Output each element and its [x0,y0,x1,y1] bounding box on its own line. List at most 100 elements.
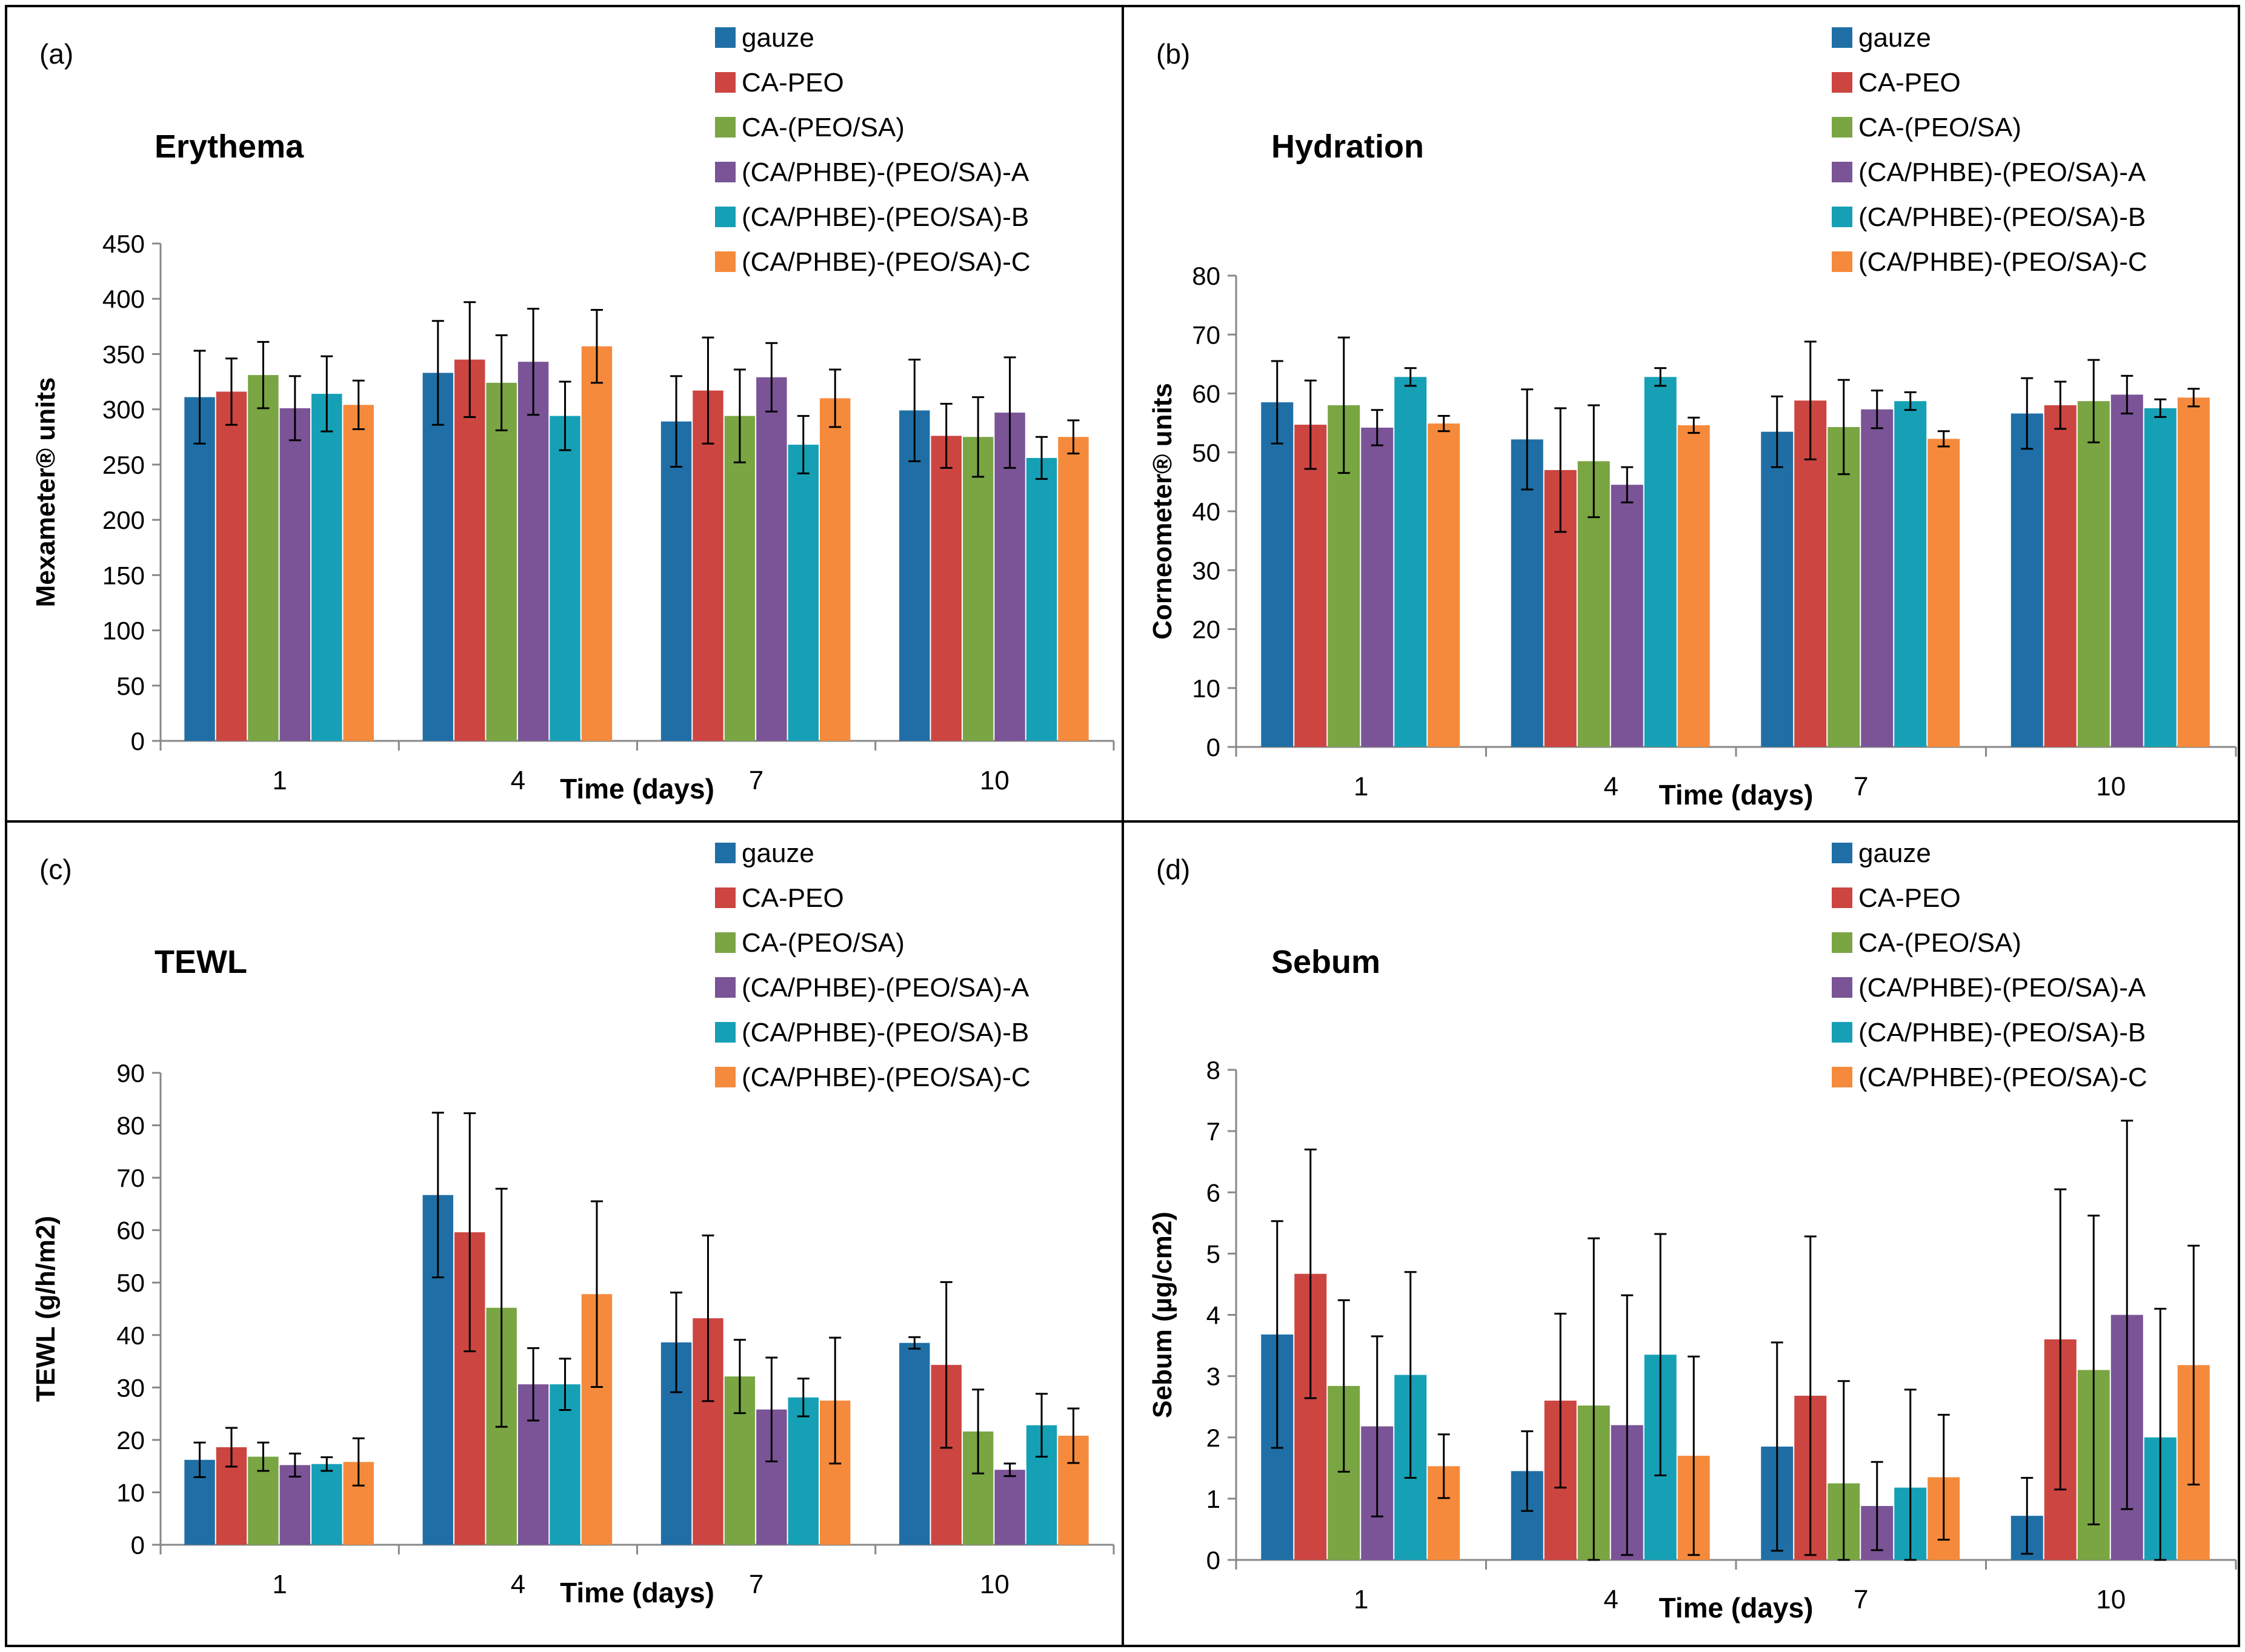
bar-ca-peo-7 [693,390,723,741]
bar-ca-phbe-peo-sa-c-1 [343,405,374,741]
y-tick-label: 10 [1192,674,1220,703]
bar-ca-phbe-peo-sa-b-4 [1644,377,1677,747]
panel-label: (b) [1156,38,1190,70]
legend-swatch-ca-peo-sa [1832,932,1852,953]
legend-swatch-ca-peo-sa [715,932,736,953]
bar-ca-phbe-peo-sa-c-10 [2177,397,2210,747]
legend-label-ca-phbe-peo-sa-c: (CA/PHBE)-(PEO/SA)-C [1858,247,2147,277]
legend-label-ca-phbe-peo-sa-c: (CA/PHBE)-(PEO/SA)-C [742,1063,1031,1092]
legend-swatch-ca-phbe-peo-sa-b [715,207,736,227]
bar-ca-peo-10 [931,436,962,741]
bar-ca-phbe-peo-sa-a-7 [1861,409,1894,747]
x-axis-title: Time (days) [560,773,714,804]
y-tick-label: 0 [131,727,145,755]
bar-gauze-7 [660,421,692,741]
legend-label-ca-phbe-peo-sa-b: (CA/PHBE)-(PEO/SA)-B [1858,202,2146,232]
legend-swatch-ca-phbe-peo-sa-b [715,1022,736,1043]
bar-ca-peo-10 [2044,405,2077,747]
chart-title: Hydration [1271,128,1424,165]
y-tick-label: 20 [116,1426,145,1455]
chart-title: Erythema [155,128,304,165]
bar-ca-phbe-peo-sa-c-7 [1927,439,1960,747]
y-tick-label: 80 [1192,262,1220,290]
y-tick-label: 30 [1192,556,1220,585]
bar-ca-phbe-peo-sa-a-10 [2110,394,2143,747]
y-tick-label: 50 [1192,439,1220,467]
x-axis-title: Time (days) [1659,1592,1814,1624]
x-axis-title: Time (days) [1659,779,1814,811]
legend-label-ca-phbe-peo-sa-b: (CA/PHBE)-(PEO/SA)-B [1858,1018,2146,1047]
legend-label-gauze: gauze [742,838,814,868]
legend-swatch-ca-phbe-peo-sa-b [1832,1022,1852,1043]
legend-swatch-ca-phbe-peo-sa-c [1832,1067,1852,1087]
y-tick-label: 60 [1192,380,1220,408]
bar-ca-phbe-peo-sa-b-4 [550,1384,580,1545]
x-tick-label: 7 [1854,772,1868,801]
bar-ca-phbe-peo-sa-b-10 [1026,457,1057,741]
y-tick-label: 8 [1206,1056,1220,1084]
x-tick-label: 1 [272,1570,287,1599]
bar-gauze-4 [422,373,454,741]
bar-ca-peo-4 [454,359,485,741]
y-tick-label: 70 [116,1164,145,1192]
bar-gauze-10 [2011,413,2043,747]
y-tick-label: 90 [116,1059,145,1087]
legend-label-ca-peo-sa: CA-(PEO/SA) [742,928,905,958]
chart-panel-tewl: (c) TEWL 0 10 20 30 40 50 60 70 80 90 TEWL (g/h/m2) 1… [5,820,1124,1647]
bar-gauze-10 [899,1342,930,1545]
bar-ca-peo-sa-4 [486,382,517,741]
bar-ca-phbe-peo-sa-a-7 [756,377,787,741]
y-tick-label: 5 [1206,1239,1220,1268]
legend-label-ca-phbe-peo-sa-c: (CA/PHBE)-(PEO/SA)-C [1858,1063,2147,1092]
bar-ca-peo-sa-7 [1828,426,1860,747]
x-tick-label: 1 [272,766,287,795]
y-axis-title: Mexameter® units [31,377,61,608]
legend-label-ca-peo: CA-PEO [742,68,844,98]
y-tick-label: 450 [102,230,145,258]
chart-panel-erythema: (a) Erythema 0 50 100 150 200 250 300 350 400 450 Me… [5,5,1124,823]
bar-ca-phbe-peo-sa-c-4 [1677,425,1710,747]
x-tick-label: 1 [1354,772,1368,801]
legend-label-ca-phbe-peo-sa-c: (CA/PHBE)-(PEO/SA)-C [742,247,1031,277]
y-tick-label: 0 [1206,1546,1220,1574]
legend-label-gauze: gauze [1858,838,1931,868]
chart-panel-hydration: (b) Hydration 0 10 20 30 40 50 60 70 80 Corneometer… [1122,5,2240,823]
legend-swatch-gauze [1832,27,1852,48]
bar-ca-phbe-peo-sa-b-7 [1894,401,1927,747]
y-tick-label: 6 [1206,1178,1220,1207]
bar-ca-peo-1 [216,391,247,741]
bar-gauze-4 [1511,439,1543,747]
bar-gauze-1 [184,397,215,741]
y-tick-label: 200 [102,506,145,534]
x-axis-title: Time (days) [560,1577,714,1608]
y-tick-label: 60 [116,1216,145,1245]
y-tick-label: 300 [102,396,145,424]
panel-label: (d) [1156,854,1190,885]
bar-ca-phbe-peo-sa-c-7 [819,398,851,741]
legend-label-ca-phbe-peo-sa-a: (CA/PHBE)-(PEO/SA)-A [1858,158,2146,187]
y-tick-label: 40 [116,1321,145,1350]
panel-label: (a) [39,38,73,70]
x-tick-label: 10 [2096,772,2126,801]
legend-label-gauze: gauze [1858,23,1931,53]
x-tick-label: 10 [980,1570,1009,1599]
y-tick-label: 0 [1206,733,1220,761]
legend-swatch-ca-peo-sa [715,117,736,138]
y-tick-label: 7 [1206,1117,1220,1146]
x-tick-label: 1 [1354,1585,1368,1614]
y-tick-label: 0 [131,1531,145,1559]
bar-ca-phbe-peo-sa-a-1 [279,1465,311,1545]
y-tick-label: 50 [116,1269,145,1297]
x-tick-label: 4 [1604,772,1618,801]
bar-ca-phbe-peo-sa-c-10 [1058,437,1089,741]
bar-ca-phbe-peo-sa-a-4 [1611,485,1643,747]
bar-gauze-10 [899,410,930,741]
bar-ca-phbe-peo-sa-b-1 [311,394,342,741]
legend-swatch-ca-phbe-peo-sa-c [1832,251,1852,272]
y-tick-label: 1 [1206,1485,1220,1513]
legend-swatch-ca-phbe-peo-sa-b [1832,207,1852,227]
bar-ca-phbe-peo-sa-c-4 [581,346,613,741]
y-axis-title: TEWL (g/h/m2) [31,1216,61,1402]
legend-swatch-ca-phbe-peo-sa-c [715,251,736,272]
legend-swatch-ca-peo [715,887,736,908]
